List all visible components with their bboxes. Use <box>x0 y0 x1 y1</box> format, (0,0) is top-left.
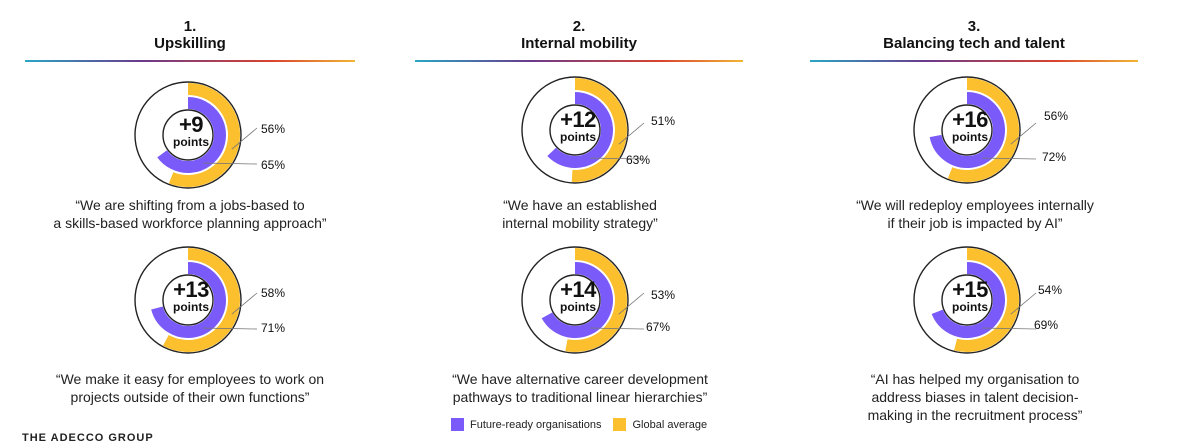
donut-chart: +9 points 56% 65% <box>133 80 285 190</box>
difference-unit: points <box>952 300 988 314</box>
statement-quote: “We will redeploy employees internally i… <box>856 197 1094 231</box>
ring-inner-outline <box>162 109 214 161</box>
ring-outline <box>913 76 1021 184</box>
future-ready-arc <box>931 262 1005 338</box>
global-average-arc <box>168 83 240 187</box>
column-number: 3. <box>967 18 981 35</box>
column-title: Upskilling <box>154 35 226 52</box>
global-average-label: 56% <box>1044 109 1069 123</box>
global-leader-line <box>231 292 258 315</box>
future-leader-line <box>203 162 258 165</box>
global-average-arc <box>565 248 627 352</box>
global-leader-line <box>1010 292 1037 315</box>
difference-unit: points <box>560 130 596 144</box>
donut-svg <box>134 246 258 354</box>
donut-svg <box>521 76 645 184</box>
statement-quote: “We have alternative career development … <box>452 371 708 405</box>
column-divider <box>415 60 743 62</box>
donut-svg <box>521 246 645 354</box>
difference-value: +13 <box>173 277 209 302</box>
difference-value: +12 <box>560 107 596 132</box>
future-ready-label: 65% <box>261 158 286 172</box>
future-ready-label: 72% <box>1042 150 1067 164</box>
column-number: 1. <box>183 18 197 35</box>
global-average-label: 56% <box>261 122 286 136</box>
legend-item-global: Global average <box>613 418 707 431</box>
column-divider <box>25 60 355 62</box>
future-ready-arc <box>547 92 613 168</box>
global-average-label: 53% <box>651 288 676 302</box>
ring-outline <box>134 246 242 354</box>
future-ready-label: 71% <box>261 321 286 335</box>
future-leader-line <box>590 157 645 160</box>
future-ready-label: 67% <box>646 320 671 334</box>
donut-chart: +14 points 53% 67% <box>520 245 675 355</box>
ring-inner-outline <box>549 274 601 326</box>
difference-value: +15 <box>952 277 988 302</box>
future-ready-arc <box>151 262 226 338</box>
column-divider <box>810 60 1138 62</box>
donut-chart: +12 points 51% 63% <box>520 75 675 185</box>
chart-legend: Future-ready organisations Global averag… <box>451 418 719 431</box>
global-leader-line <box>618 122 645 145</box>
ring-inner-outline <box>549 104 601 156</box>
global-leader-line <box>1010 122 1037 145</box>
statement-quote: “AI has helped my organisation to addres… <box>867 371 1083 423</box>
global-average-arc <box>947 78 1019 182</box>
statement-quote: “We are shifting from a jobs-based to a … <box>53 197 327 231</box>
legend-swatch-future-ready <box>451 418 464 431</box>
future-ready-arc <box>157 97 226 173</box>
statement-quote: “We have an established internal mobilit… <box>502 197 658 231</box>
ring-inner-outline <box>941 104 993 156</box>
global-leader-line <box>231 127 258 150</box>
global-average-arc <box>162 248 240 352</box>
statement-quote: “We make it easy for employees to work o… <box>55 371 325 405</box>
difference-unit: points <box>560 300 596 314</box>
donut-chart: +16 points 56% 72% <box>912 75 1068 185</box>
ring-inner-outline <box>941 274 993 326</box>
column-title: Internal mobility <box>521 35 637 52</box>
future-ready-label: 63% <box>626 153 651 167</box>
legend-item-future-ready: Future-ready organisations <box>451 418 601 431</box>
donut-svg <box>913 76 1037 184</box>
global-average-label: 51% <box>651 114 676 128</box>
global-leader-line <box>618 292 645 315</box>
legend-swatch-global <box>613 418 627 431</box>
ring-outline <box>913 246 1021 354</box>
donut-svg <box>913 246 1037 354</box>
legend-label-global: Global average <box>632 418 708 431</box>
ring-outline <box>134 81 242 189</box>
future-ready-arc <box>541 262 613 338</box>
difference-value: +14 <box>560 277 596 302</box>
difference-unit: points <box>952 130 988 144</box>
future-ready-label: 69% <box>1034 318 1059 332</box>
donut-chart: +15 points 54% 69% <box>912 245 1062 355</box>
future-leader-line <box>590 327 645 330</box>
global-average-label: 58% <box>261 286 286 300</box>
difference-unit: points <box>173 300 209 314</box>
footer-brand: THE ADECCO GROUP <box>22 432 154 444</box>
future-leader-line <box>982 327 1037 330</box>
difference-value: +16 <box>952 107 988 132</box>
donut-chart: +13 points 58% 71% <box>133 245 285 355</box>
ring-outline <box>521 76 629 184</box>
difference-value: +9 <box>178 112 204 137</box>
ring-outline <box>521 246 629 354</box>
column-title: Balancing tech and talent <box>883 35 1065 52</box>
future-leader-line <box>203 327 258 330</box>
future-ready-arc <box>929 92 1005 168</box>
global-average-label: 54% <box>1038 283 1063 297</box>
future-leader-line <box>982 157 1037 160</box>
global-average-arc <box>954 248 1020 352</box>
column-number: 2. <box>572 18 586 35</box>
donut-svg <box>134 81 258 189</box>
legend-label-future-ready: Future-ready organisations <box>470 418 602 431</box>
global-average-arc <box>571 78 627 182</box>
difference-unit: points <box>173 135 209 149</box>
ring-inner-outline <box>162 274 214 326</box>
